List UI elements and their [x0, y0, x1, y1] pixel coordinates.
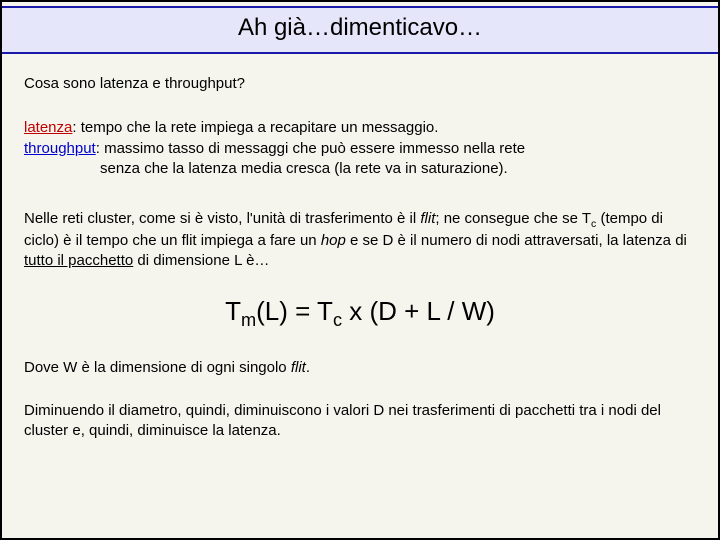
f-sub-m: m — [241, 310, 256, 330]
paragraph-final: Diminuendo il diametro, quindi, diminuis… — [24, 401, 696, 442]
definitions: latenza: tempo che la rete impiega a rec… — [24, 118, 696, 179]
def-latenza: latenza: tempo che la rete impiega a rec… — [24, 118, 696, 138]
p2-b: . — [306, 359, 310, 376]
p1-hop: hop — [321, 232, 346, 249]
formula: Tm(L) = Tc x (D + L / W) — [24, 294, 696, 333]
p1-b: ; ne consegue che se T — [435, 210, 591, 227]
title-band: Ah già…dimenticavo… — [2, 6, 718, 54]
p1-ul: tutto il pacchetto — [24, 252, 133, 269]
p2-a: Dove W è la dimensione di ogni singolo — [24, 359, 291, 376]
content-area: Cosa sono latenza e throughput? latenza:… — [2, 54, 718, 473]
def-throughput-body1: : massimo tasso di messaggi che può esse… — [96, 140, 525, 157]
p1-e: di dimensione L è… — [133, 252, 269, 269]
def-throughput: throughput: massimo tasso di messaggi ch… — [24, 139, 696, 180]
term-throughput: throughput — [24, 140, 96, 157]
paragraph-flit: Nelle reti cluster, come si è visto, l'u… — [24, 209, 696, 272]
p1-a: Nelle reti cluster, come si è visto, l'u… — [24, 210, 420, 227]
p1-flit: flit — [420, 210, 435, 227]
f-a: T — [225, 296, 241, 326]
term-latenza: latenza — [24, 119, 72, 136]
paragraph-w: Dove W è la dimensione di ogni singolo f… — [24, 358, 696, 378]
f-c: x (D + L / W) — [342, 296, 495, 326]
f-b: (L) = T — [256, 296, 333, 326]
page-title: Ah già…dimenticavo… — [2, 14, 718, 42]
def-throughput-body2: senza che la latenza media cresca (la re… — [24, 159, 696, 179]
question-line: Cosa sono latenza e throughput? — [24, 74, 696, 94]
p1-d: e se D è il numero di nodi attraversati,… — [346, 232, 687, 249]
def-latenza-body: : tempo che la rete impiega a recapitare… — [72, 119, 438, 136]
p2-flit: flit — [291, 359, 306, 376]
f-sub-c: c — [333, 310, 342, 330]
